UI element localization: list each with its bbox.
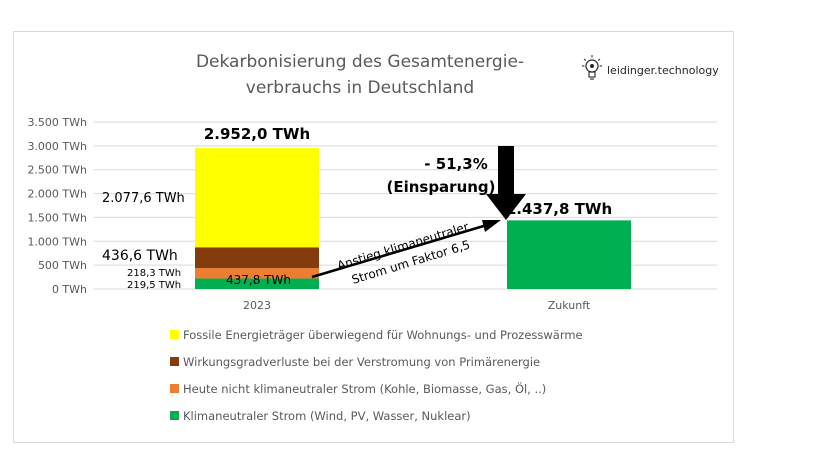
bars: [195, 148, 631, 289]
y-tick-label: 500 TWh: [38, 259, 87, 272]
y-tick-label: 3.500 TWh: [27, 116, 87, 129]
bar-2023-series-2: [195, 247, 319, 269]
x-axis-categories: 2023 Zukunft: [243, 299, 591, 312]
brand-name: leidinger.technology: [607, 64, 719, 77]
savings-annotation: - 51,3% (Einsparung): [386, 146, 526, 220]
chart-title-line-2: verbrauchs in Deutschland: [246, 78, 474, 98]
y-tick-label: 2.000 TWh: [27, 188, 87, 201]
legend-swatch: [170, 411, 179, 420]
lightbulb-icon: [582, 55, 602, 80]
chart-frame: Dekarbonisierung des Gesamtenergie- verb…: [13, 31, 734, 443]
bar-2023-series-0: [195, 278, 319, 289]
x-category-label: Zukunft: [548, 299, 591, 312]
bar-zukunft-series-0: [507, 220, 631, 289]
y-tick-label: 1.000 TWh: [27, 235, 87, 248]
legend-swatch: [170, 357, 179, 366]
label-total-future: 1.437,8 TWh: [506, 200, 612, 218]
legend-entry: Wirkungsgradverluste bei der Verstromung…: [183, 355, 540, 369]
legend: Fossile Energieträger überwiegend für Wo…: [170, 328, 583, 423]
y-axis-ticks: 0 TWh 500 TWh 1.000 TWh 1.500 TWh 2.000 TWh 2…: [27, 116, 87, 296]
legend-entry: Heute nicht klimaneutraler Strom (Kohle,…: [183, 380, 546, 396]
savings-percent: - 51,3%: [424, 155, 488, 173]
chart-svg: Dekarbonisierung des Gesamtenergie- verb…: [27, 52, 719, 423]
label-neutral-2023: 219,5 TWh: [127, 280, 181, 291]
label-electricity-2023: 437,8 TWh: [226, 273, 291, 287]
bar-2023-series-3: [195, 148, 319, 248]
y-tick-label: 2.500 TWh: [27, 164, 87, 177]
brand-logo: leidinger.technology: [582, 55, 719, 80]
x-category-label: 2023: [243, 299, 271, 312]
arrow-right-icon: [482, 220, 501, 232]
y-tick-label: 0 TWh: [52, 283, 87, 296]
legend-entry: Klimaneutraler Strom (Wind, PV, Wasser, …: [183, 409, 471, 423]
growth-annotation: Anstieg klimaneutraler Strom um Faktor 6…: [311, 219, 501, 287]
growth-arrow-line: [311, 223, 488, 279]
legend-swatch: [170, 384, 179, 393]
label-losses-2023: 436,6 TWh: [102, 248, 178, 264]
down-arrow-icon: [486, 146, 526, 220]
label-nonneutral-2023: 218,3 TWh: [127, 268, 181, 279]
label-total-2023: 2.952,0 TWh: [204, 125, 310, 143]
y-tick-label: 1.500 TWh: [27, 211, 87, 224]
bar-2023-series-1: [195, 268, 319, 279]
savings-label: (Einsparung): [386, 178, 495, 196]
legend-swatch: [170, 330, 179, 339]
y-tick-label: 3.000 TWh: [27, 140, 87, 153]
label-fossil-2023: 2.077,6 TWh: [102, 191, 185, 206]
chart-title-line-1: Dekarbonisierung des Gesamtenergie-: [196, 52, 524, 72]
legend-entry: Fossile Energieträger überwiegend für Wo…: [183, 328, 583, 342]
